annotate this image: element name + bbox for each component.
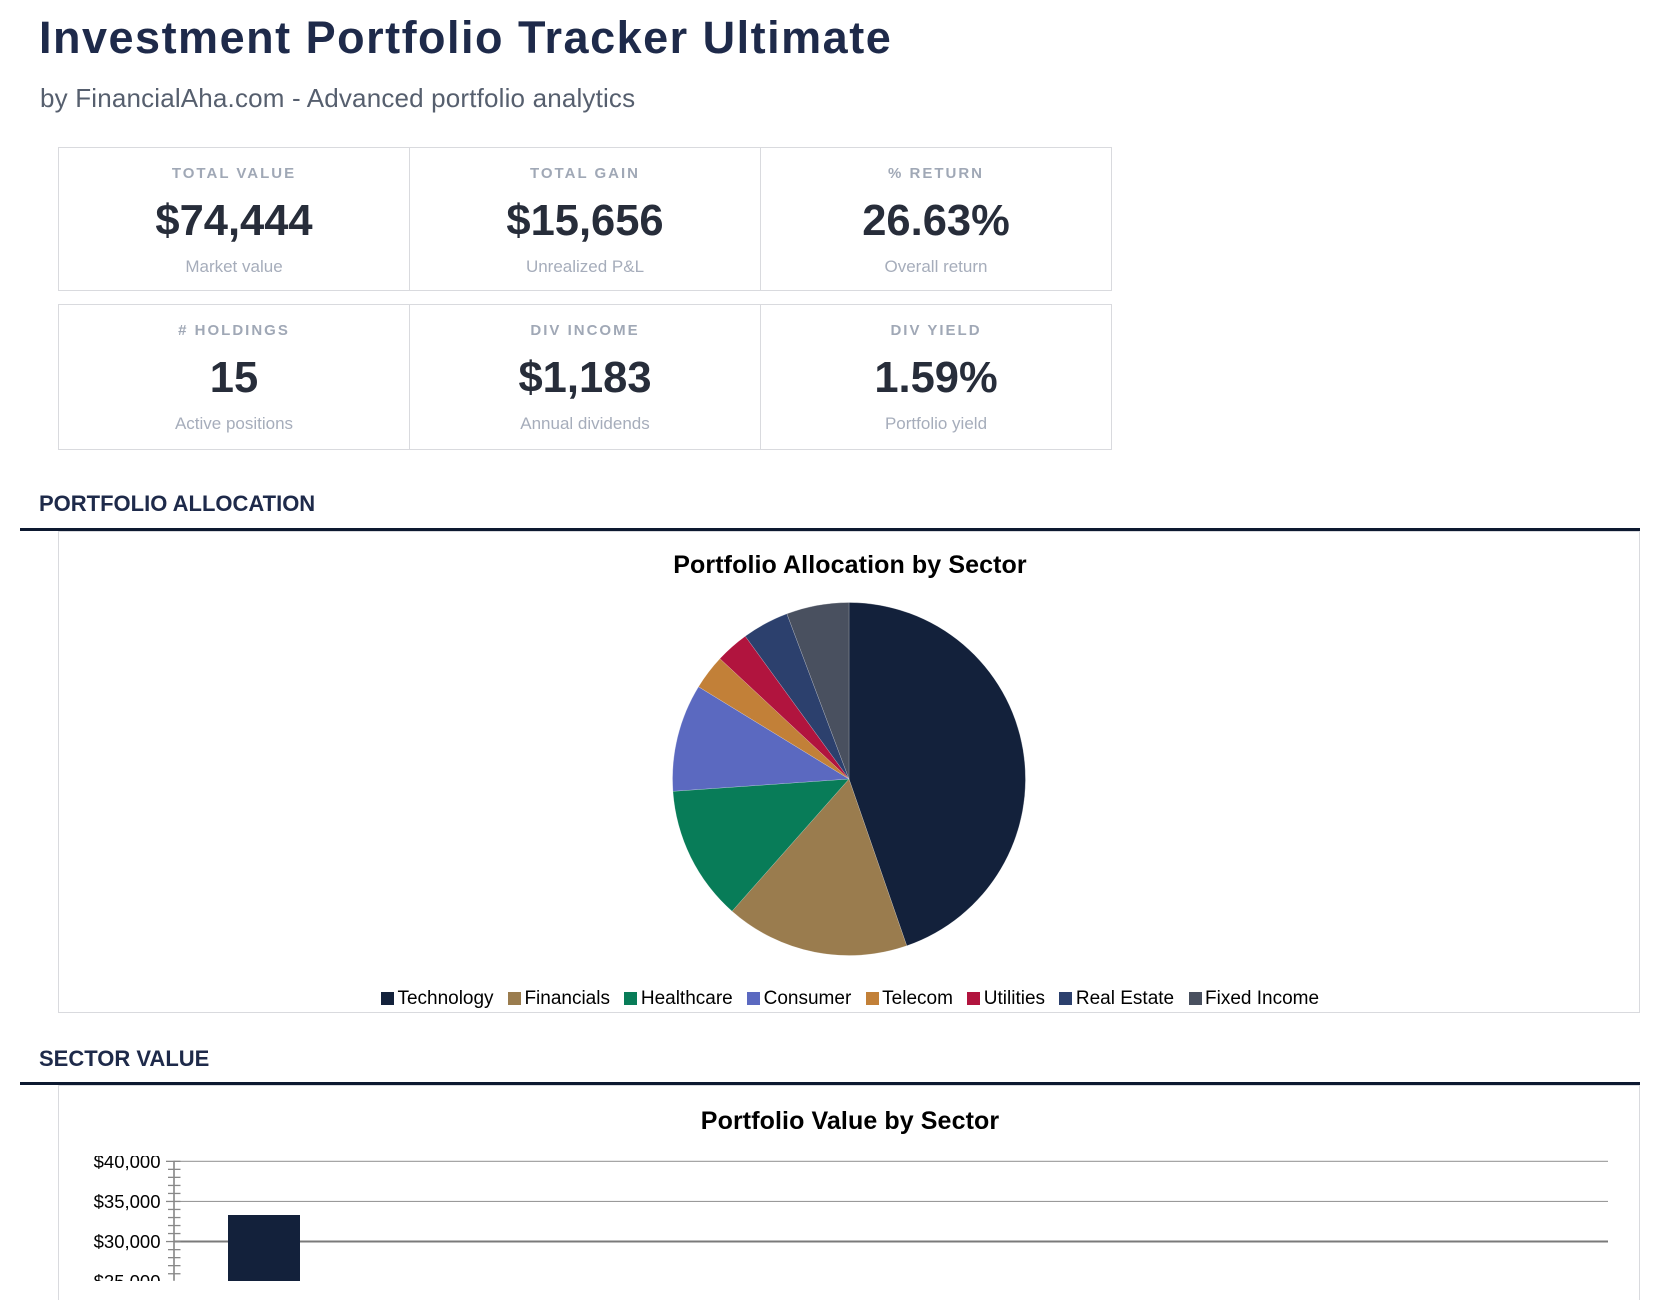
svg-text:$35,000: $35,000 [94,1191,161,1212]
svg-text:$30,000: $30,000 [94,1231,161,1252]
svg-text:$40,000: $40,000 [94,1156,161,1172]
svg-text:$25,000: $25,000 [94,1271,161,1280]
